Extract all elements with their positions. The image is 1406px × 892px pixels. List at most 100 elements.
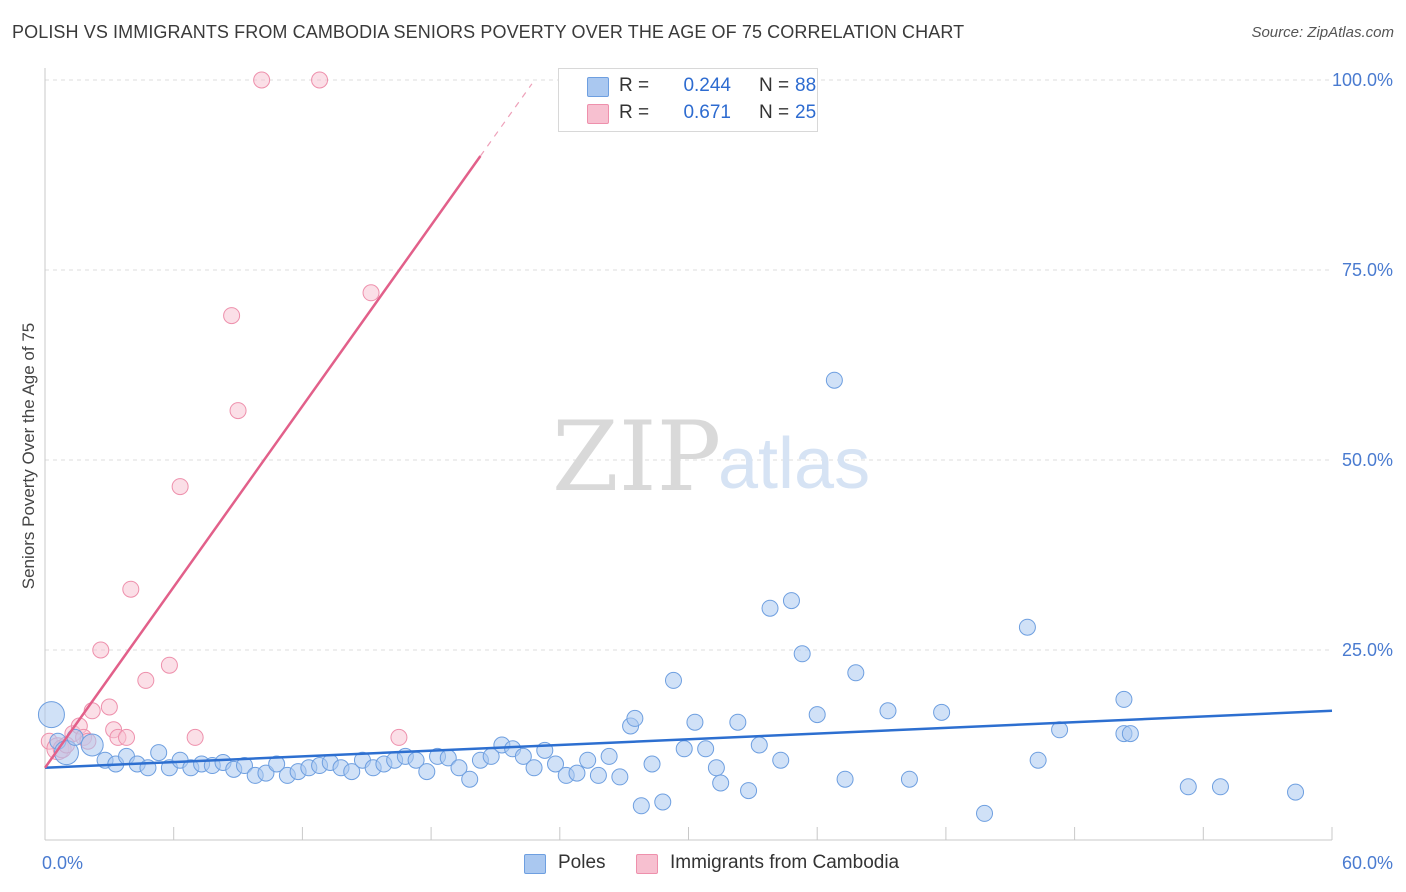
y-axis-title: Seniors Poverty Over the Age of 75 <box>19 323 38 589</box>
poles-point <box>643 755 661 773</box>
poles-point <box>611 768 629 786</box>
poles-point <box>697 740 715 758</box>
poles-point <box>707 759 725 777</box>
poles-point <box>1287 783 1305 801</box>
poles-point <box>750 736 768 754</box>
grid-lines <box>45 79 1332 651</box>
series-cambodia-points <box>40 71 408 761</box>
poles-point <box>568 764 586 782</box>
y-tick-label: 50.0% <box>1342 450 1393 470</box>
poles-point <box>825 371 843 389</box>
poles-point <box>772 751 790 769</box>
poles-point <box>900 770 918 788</box>
cambodia-point <box>171 478 189 496</box>
correlation-legend: R = 0.244 N = 88 R = 0.671 N = 25 <box>558 68 818 132</box>
watermark-zip: ZIP <box>552 401 721 513</box>
watermark-atlas: atlas <box>718 424 870 504</box>
cambodia-point <box>100 698 118 716</box>
x-tick-label-min: 0.0% <box>42 853 83 873</box>
poles-point <box>664 671 682 689</box>
poles-point <box>1018 618 1036 636</box>
x-tick-marks <box>44 827 1333 840</box>
poles-point <box>782 592 800 610</box>
poles-point <box>879 702 897 720</box>
cambodia-point <box>122 580 140 598</box>
legend-label-cambodia: Immigrants from Cambodia <box>670 852 900 873</box>
series-legend: Poles Immigrants from Cambodia <box>0 852 1406 878</box>
poles-point <box>600 747 618 765</box>
poles-point <box>1211 778 1229 796</box>
source-label: Source: ZipAtlas.com <box>1251 24 1394 41</box>
poles-point <box>976 804 994 822</box>
cambodia-point <box>362 284 380 302</box>
legend-r-value: 0.671 <box>683 102 731 123</box>
poles-point <box>712 774 730 792</box>
legend-swatch-poles <box>524 854 546 874</box>
poles-point <box>589 766 607 784</box>
poles-point <box>933 703 951 721</box>
legend-r-value: 0.244 <box>683 75 731 96</box>
poles-point <box>847 664 865 682</box>
poles-point <box>740 782 758 800</box>
poles-point <box>808 706 826 724</box>
cambodia-point <box>223 307 241 325</box>
poles-point <box>1029 751 1047 769</box>
legend-n-value: 88 <box>795 75 817 96</box>
poles-point <box>761 599 779 617</box>
poles-point <box>1115 690 1133 708</box>
cambodia-point <box>390 728 408 746</box>
poles-point <box>450 759 468 777</box>
poles-point <box>836 770 854 788</box>
cambodia-point <box>160 656 178 674</box>
poles-point <box>686 713 704 731</box>
legend-n-label: N = <box>759 102 790 123</box>
x-tick-label-max: 60.0% <box>1342 853 1393 873</box>
trend-line-cambodia-extension <box>479 83 533 157</box>
legend-label-poles: Poles <box>558 852 606 873</box>
poles-point <box>37 701 65 729</box>
legend-n-value: 25 <box>795 102 817 123</box>
legend-r-label: R = <box>619 102 650 123</box>
poles-point <box>579 751 597 769</box>
poles-point <box>654 793 672 811</box>
cambodia-point <box>253 71 271 89</box>
trend-line-cambodia <box>43 155 482 769</box>
y-tick-label: 25.0% <box>1342 640 1393 660</box>
chart-title: POLISH VS IMMIGRANTS FROM CAMBODIA SENIO… <box>12 22 965 42</box>
poles-point <box>729 713 747 731</box>
legend-swatch-cambodia <box>587 104 609 124</box>
poles-point <box>461 770 479 788</box>
poles-point <box>235 757 253 775</box>
trend-line-poles <box>44 709 1333 770</box>
poles-point <box>675 740 693 758</box>
poles-point <box>547 755 565 773</box>
poles-point <box>525 759 543 777</box>
poles-point <box>268 755 286 773</box>
series-poles-points <box>37 371 1305 822</box>
legend-r-label: R = <box>619 75 650 96</box>
legend-swatch-cambodia <box>636 854 658 874</box>
legend-n-label: N = <box>759 75 790 96</box>
poles-point <box>343 763 361 781</box>
poles-point <box>514 747 532 765</box>
y-tick-label: 75.0% <box>1342 260 1393 280</box>
poles-point <box>80 733 104 757</box>
cambodia-point <box>118 728 136 746</box>
legend-swatch-poles <box>587 77 609 97</box>
poles-point <box>1179 778 1197 796</box>
y-tick-labels: 25.0% 50.0% 75.0% 100.0% <box>1332 70 1393 660</box>
cambodia-point <box>186 728 204 746</box>
y-tick-label: 100.0% <box>1332 70 1393 90</box>
poles-point <box>626 709 644 727</box>
poles-point <box>632 797 650 815</box>
poles-point <box>793 645 811 663</box>
trend-lines <box>43 83 1333 770</box>
poles-point <box>1121 725 1139 743</box>
poles-point <box>150 744 168 762</box>
cambodia-point <box>92 641 110 659</box>
cambodia-point <box>137 671 155 689</box>
poles-point <box>418 763 436 781</box>
cambodia-point <box>311 71 329 89</box>
cambodia-point <box>229 402 247 420</box>
